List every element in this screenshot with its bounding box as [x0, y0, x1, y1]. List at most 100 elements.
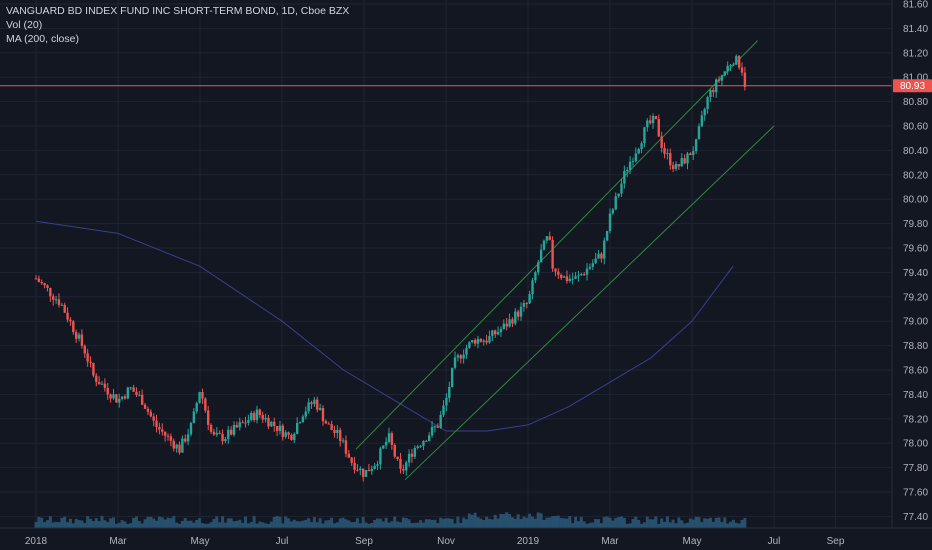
- volume-bar: [522, 516, 526, 528]
- volume-bar: [269, 521, 273, 528]
- y-tick-label: 78.80: [903, 341, 928, 352]
- volume-bar: [289, 521, 293, 528]
- ma-indicator-label[interactable]: MA (200, close): [6, 33, 79, 45]
- volume-bar: [238, 519, 242, 528]
- volume-bar: [261, 522, 265, 528]
- volume-bar: [565, 518, 569, 528]
- candle-body: [100, 383, 104, 385]
- candle-body: [181, 438, 184, 453]
- volume-bar: [183, 518, 187, 528]
- candle-body: [97, 382, 101, 385]
- candle-body: [235, 425, 239, 428]
- volume-bar: [166, 517, 170, 528]
- volume-bar: [433, 519, 437, 528]
- volume-bar: [588, 522, 592, 528]
- volume-bar: [396, 521, 400, 528]
- channel-upper-line[interactable]: [355, 40, 758, 450]
- vol-indicator-label[interactable]: Vol (20): [6, 19, 43, 31]
- y-tick-label: 78.60: [903, 366, 928, 377]
- volume-bar: [272, 517, 276, 528]
- candle-body: [726, 65, 729, 72]
- candle-body: [732, 64, 735, 66]
- volume-bar: [470, 515, 474, 528]
- x-tick-label: Sep: [827, 536, 845, 547]
- volume-bar: [123, 521, 127, 528]
- volume-bar: [373, 520, 377, 528]
- candle-body: [634, 153, 638, 162]
- candle-body: [427, 435, 431, 442]
- volume-bar: [258, 521, 262, 528]
- symbol-title[interactable]: VANGUARD BD INDEX FUND INC SHORT-TERM BO…: [6, 5, 350, 17]
- candle-body: [617, 193, 620, 197]
- candle-body: [448, 386, 451, 398]
- candle-body: [390, 433, 394, 445]
- candle-body: [86, 353, 89, 362]
- volume-bar: [637, 519, 641, 528]
- channel-lower-line[interactable]: [404, 125, 775, 481]
- candle-body: [327, 423, 330, 425]
- candle-body: [264, 417, 267, 420]
- candle-body: [502, 323, 506, 330]
- candle-body: [720, 75, 724, 81]
- candle-body: [356, 469, 359, 471]
- time-axis-pane[interactable]: [0, 528, 932, 550]
- volume-bar: [579, 517, 583, 528]
- volume-bar: [364, 522, 368, 528]
- volume-bar: [223, 522, 227, 528]
- candle-body: [686, 153, 689, 164]
- volume-bar: [301, 520, 305, 528]
- candle-body: [740, 67, 744, 73]
- candle-body: [293, 433, 296, 441]
- volume-bar: [614, 517, 618, 528]
- candle-body: [350, 457, 353, 463]
- volume-bar: [114, 523, 118, 528]
- candle-body: [456, 355, 460, 358]
- chart-legend[interactable]: VANGUARD BD INDEX FUND INC SHORT-TERM BO…: [6, 4, 349, 46]
- candle-body: [594, 258, 597, 264]
- candle-body: [387, 433, 391, 442]
- volume-bar: [74, 518, 78, 528]
- y-tick-label: 78.40: [903, 390, 928, 401]
- candle-body: [66, 312, 69, 320]
- volume-bar: [683, 523, 687, 528]
- volume-bar: [51, 522, 55, 528]
- candle-body: [450, 367, 454, 387]
- volume-bar: [743, 517, 747, 528]
- volume-bar: [212, 518, 216, 528]
- candle-body: [287, 432, 290, 435]
- candle-body: [585, 268, 589, 275]
- candle-body: [505, 323, 508, 327]
- volume-bar: [559, 517, 563, 528]
- candle-body: [284, 432, 287, 437]
- candle-body: [680, 158, 683, 167]
- candle-body: [273, 421, 276, 426]
- volume-bar: [169, 518, 173, 528]
- volume-bar: [68, 518, 72, 528]
- candle-body: [674, 164, 678, 169]
- volume-bar: [109, 518, 113, 528]
- volume-bar: [284, 516, 288, 528]
- candle-body: [126, 387, 130, 399]
- volume-bar: [622, 517, 626, 528]
- volume-bar: [241, 522, 245, 528]
- volume-bar: [421, 522, 425, 528]
- candle-body: [396, 456, 399, 459]
- volume-bar: [321, 523, 325, 528]
- volume-bar: [479, 518, 483, 528]
- candle-body: [72, 321, 75, 333]
- volume-bar: [97, 521, 101, 528]
- volume-bar: [680, 520, 684, 528]
- volume-bar: [175, 522, 179, 528]
- volume-bar: [215, 516, 219, 528]
- volume-bar: [706, 518, 710, 528]
- candle-body: [341, 440, 345, 442]
- x-tick-label: 2018: [25, 536, 48, 547]
- candle-body: [640, 143, 643, 150]
- volume-bar: [189, 520, 193, 528]
- candle-body: [83, 345, 86, 354]
- candle-body: [482, 340, 485, 342]
- candle-body: [485, 340, 488, 343]
- candle-body: [163, 431, 167, 436]
- candle-body: [359, 468, 362, 471]
